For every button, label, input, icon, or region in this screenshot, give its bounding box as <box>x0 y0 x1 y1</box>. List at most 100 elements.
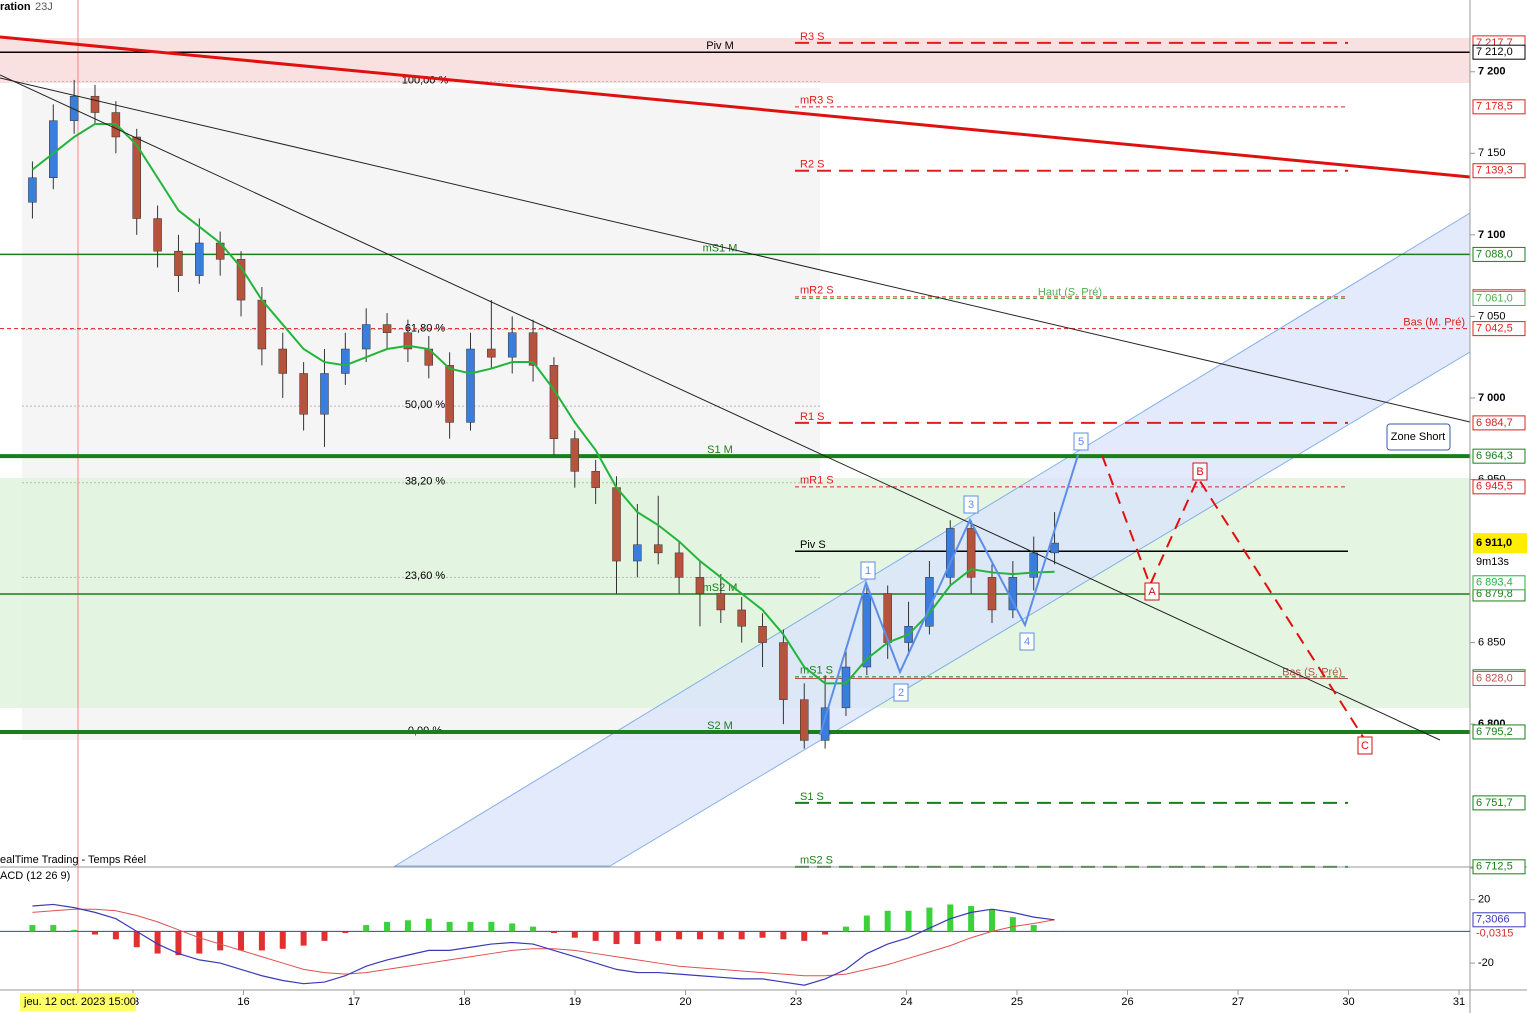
y-tick-label: 6 850 <box>1478 636 1506 648</box>
last-price: 6 911,0 <box>1476 537 1512 549</box>
crosshair-box <box>20 993 136 1011</box>
wave-label: 5 <box>1078 436 1084 448</box>
x-tick-label: 16 <box>237 996 249 1008</box>
level-label: R3 S <box>800 31 824 43</box>
fib-label: 61,80 % <box>405 322 446 334</box>
histogram-bar <box>488 921 495 932</box>
level-label-box <box>1472 290 1526 306</box>
wave-label: A <box>1148 586 1156 598</box>
candle-body <box>591 471 600 488</box>
zone-short-label[interactable]: Zone Short <box>1391 431 1445 443</box>
wave-line <box>1101 454 1366 741</box>
resistance-zone <box>0 38 1470 83</box>
fib-label: 23,60 % <box>405 570 446 582</box>
level-label: mS1 M <box>703 242 738 254</box>
histogram-bar <box>71 929 78 932</box>
level-axis-label: 6 828,0 <box>1476 672 1513 684</box>
level-axis-label: 6 795,2 <box>1476 726 1513 738</box>
candle-body <box>737 609 746 627</box>
fib-label: 50,00 % <box>405 399 446 411</box>
source: ealTime Trading - Temps Réel <box>0 854 146 866</box>
histogram-bar <box>50 925 57 932</box>
level-label-box <box>1472 479 1526 495</box>
histogram-bar <box>634 931 641 945</box>
y-tick-label: 20 <box>1478 894 1490 906</box>
x-tick-label: 31 <box>1453 996 1465 1008</box>
moving-average <box>31 122 1055 685</box>
candle-body <box>445 365 454 423</box>
histogram-bar <box>133 931 140 948</box>
level-label: mR2 S <box>800 285 834 297</box>
candle-body <box>674 552 684 578</box>
level-label: mS1 S <box>800 665 833 677</box>
level-label: Bas (M. Pré) <box>1403 317 1465 329</box>
histogram-bar <box>1051 931 1058 932</box>
level-label: mR1 S <box>800 475 834 487</box>
countdown: 9m13s <box>1476 556 1510 568</box>
level-label-box <box>1472 321 1526 337</box>
wave-line <box>819 454 1079 736</box>
wave-label: 2 <box>898 687 904 699</box>
candle-body <box>195 242 204 276</box>
zone-short[interactable]: Zone Short <box>1386 423 1451 451</box>
wave-label: 3 <box>968 499 974 511</box>
badge: 23J <box>35 1 53 13</box>
level-label: S1 S <box>800 791 824 803</box>
y-tick-label: 7 150 <box>1478 147 1506 159</box>
histogram-bar <box>384 921 391 932</box>
level-label-box <box>1472 44 1526 60</box>
candle-body <box>758 626 767 643</box>
candle-body <box>633 544 642 562</box>
level-label-box <box>1472 246 1526 262</box>
x-tick-label: 17 <box>348 996 360 1008</box>
level-label: S1 M <box>707 444 733 456</box>
last-price-box <box>1473 533 1527 554</box>
histogram-bar <box>613 931 620 945</box>
x-tick-label: 23 <box>790 996 802 1008</box>
candle-body <box>549 365 559 439</box>
level-axis-label: 6 751,7 <box>1476 797 1513 809</box>
x-tick-label: 30 <box>1342 996 1354 1008</box>
wave-box <box>893 683 909 702</box>
candle-body <box>862 593 872 668</box>
histogram-bar <box>822 931 829 935</box>
histogram-bar <box>550 931 557 933</box>
candle-body <box>779 642 788 700</box>
trend-line <box>0 35 1471 179</box>
level-axis-label: 6 879,8 <box>1476 588 1513 600</box>
fib-label: 38,20 % <box>405 476 446 488</box>
candle-body <box>612 487 621 562</box>
wave-box <box>1144 582 1160 601</box>
level-label-box <box>1472 724 1526 740</box>
wave-label: B <box>1196 466 1203 478</box>
histogram-bar <box>321 931 328 941</box>
candle-body <box>653 544 663 554</box>
candle-body <box>841 666 851 709</box>
level-label-box <box>1472 448 1526 464</box>
candle-body <box>299 373 308 415</box>
candle-body <box>90 95 100 113</box>
zone-short-button[interactable] <box>1386 423 1451 451</box>
level-label: Piv S <box>800 539 826 551</box>
level-axis-label: 7 212,0 <box>1476 46 1513 58</box>
histogram-bar <box>446 921 453 932</box>
histogram-bar <box>154 931 161 954</box>
macd-line <box>32 903 1055 986</box>
level-label: R2 S <box>800 159 824 171</box>
histogram-bar <box>258 931 265 951</box>
level-label-box <box>1472 670 1526 686</box>
candle-body <box>341 348 350 374</box>
histogram-bar <box>905 910 912 932</box>
indicator-label: ACD (12 26 9) <box>0 870 70 882</box>
histogram-bar <box>759 931 766 938</box>
candle-body <box>403 332 413 350</box>
candle-body <box>236 259 246 301</box>
histogram-bar <box>279 931 286 949</box>
y-tick-label: -20 <box>1478 957 1494 969</box>
x-tick-label: 19 <box>569 996 581 1008</box>
level-label: mS2 S <box>800 855 833 867</box>
candle-body <box>1029 552 1038 578</box>
histogram-bar <box>92 931 99 935</box>
wave-box <box>963 495 979 514</box>
